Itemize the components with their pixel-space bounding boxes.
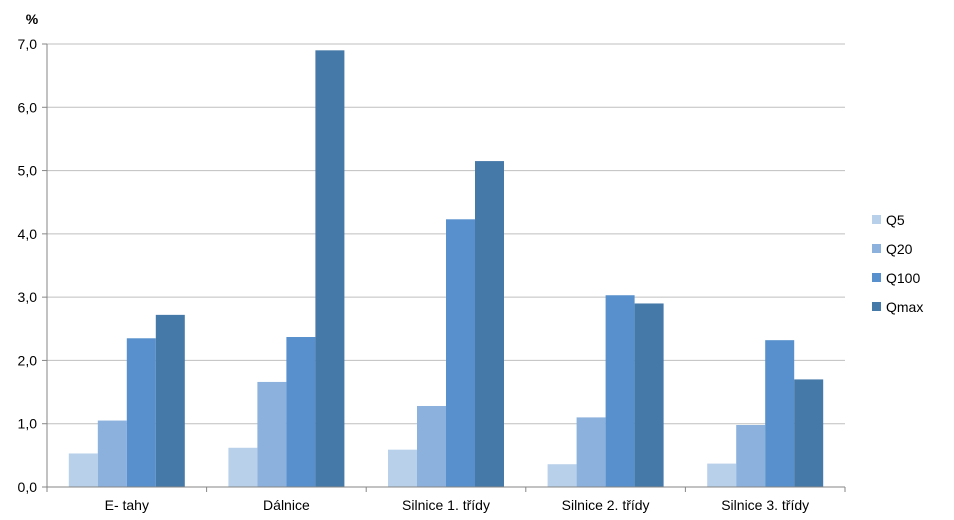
bar xyxy=(286,337,316,487)
legend-label: Qmax xyxy=(886,299,923,315)
bar xyxy=(155,314,185,487)
bar xyxy=(388,449,417,487)
legend-swatch xyxy=(872,273,881,282)
bar xyxy=(547,464,577,487)
bar xyxy=(475,161,504,488)
bar xyxy=(126,338,156,487)
y-tick-label: 5,0 xyxy=(18,163,38,179)
x-tick-label: E- tahy xyxy=(105,497,149,513)
bar xyxy=(707,463,737,487)
bar xyxy=(446,219,475,487)
bar xyxy=(417,405,446,487)
y-tick-label: 2,0 xyxy=(18,352,38,368)
x-tick-label: Silnice 3. třídy xyxy=(721,497,809,513)
y-tick-label: 0,0 xyxy=(18,479,38,495)
bars xyxy=(68,50,824,488)
y-tick-label: 4,0 xyxy=(18,226,38,242)
legend-swatch xyxy=(872,302,881,311)
bar xyxy=(68,453,98,487)
bar xyxy=(228,447,258,487)
legend-label: Q5 xyxy=(886,212,905,228)
bar xyxy=(576,417,606,487)
legend-label: Q20 xyxy=(886,241,913,257)
x-tick-label: Silnice 1. třídy xyxy=(402,497,490,513)
y-tick-label: 1,0 xyxy=(18,416,38,432)
bar xyxy=(605,295,635,487)
bar xyxy=(315,50,345,487)
legend-swatch xyxy=(872,215,881,224)
legend-swatch xyxy=(872,244,881,253)
bar xyxy=(765,340,795,487)
legend-label: Q100 xyxy=(886,270,920,286)
y-tick-label: 3,0 xyxy=(18,289,38,305)
bar xyxy=(257,381,287,487)
x-tick-label: Silnice 2. třídy xyxy=(562,497,650,513)
bar xyxy=(97,420,127,487)
bar xyxy=(736,424,766,487)
axes: 0,0 1,0 2,0 3,0 4,0 5,0 6,0 7,0 E- tahy Dálnice Si… xyxy=(18,36,846,513)
bar xyxy=(634,303,664,487)
legend: Q5 Q20 Q100 Qmax xyxy=(872,212,923,315)
y-tick-label: 7,0 xyxy=(18,36,38,52)
bar xyxy=(794,379,824,487)
x-tick-label: Dálnice xyxy=(263,497,310,513)
y-tick-label: 6,0 xyxy=(18,99,38,115)
y-axis-unit-label: % xyxy=(26,11,39,27)
